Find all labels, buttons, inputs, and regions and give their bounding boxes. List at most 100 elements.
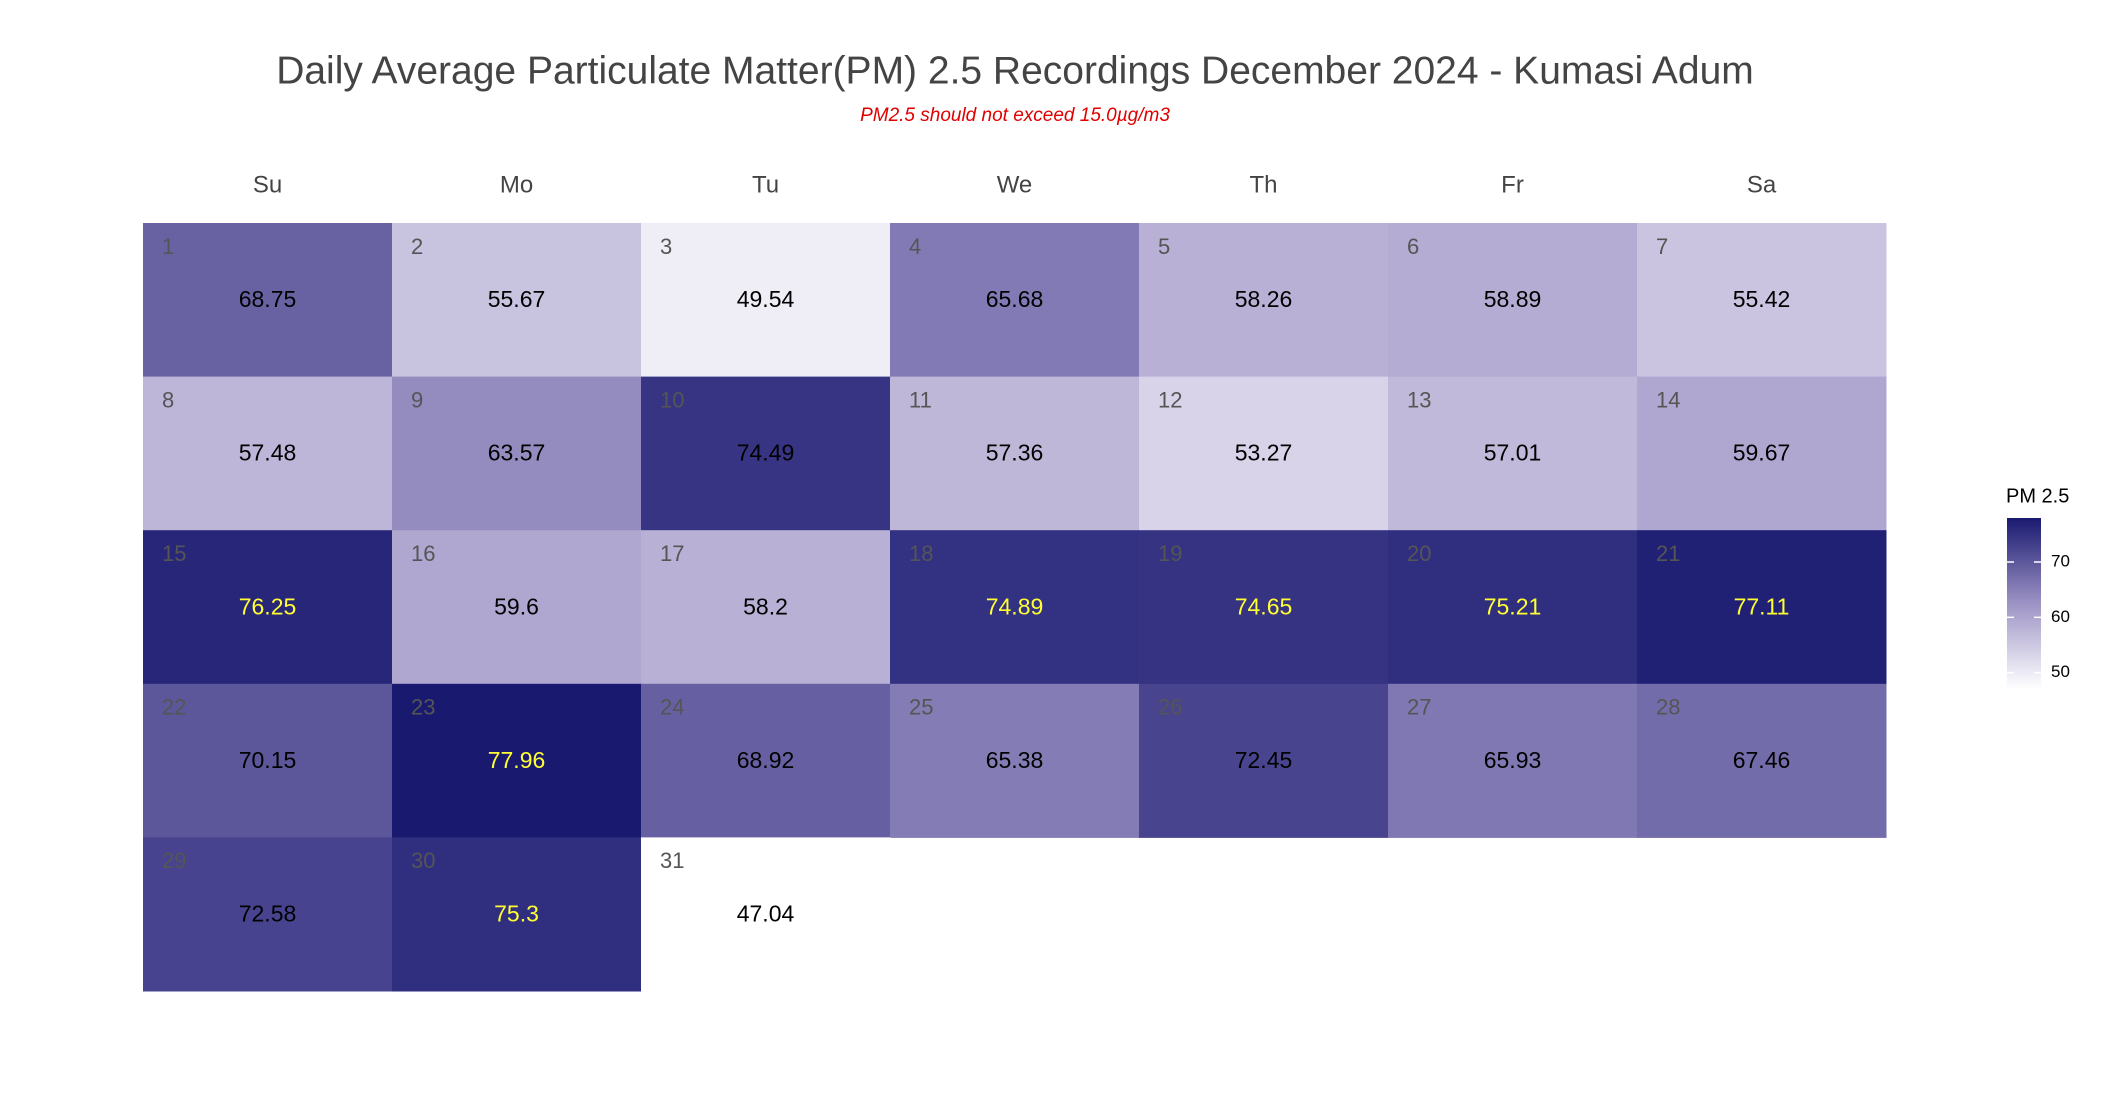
- value-label: 55.42: [1733, 286, 1791, 312]
- day-cell: [1388, 376, 1638, 531]
- day-cell: [641, 376, 891, 531]
- day-cell: [1388, 683, 1638, 838]
- day-cell: [1139, 376, 1389, 531]
- day-number: 17: [660, 541, 684, 566]
- day-cell: [1388, 530, 1638, 685]
- day-cell: [392, 376, 642, 531]
- day-number: 16: [411, 541, 435, 566]
- day-number: 3: [660, 234, 672, 259]
- value-label: 72.58: [239, 900, 297, 926]
- value-label: 49.54: [737, 286, 795, 312]
- value-label: 58.26: [1235, 286, 1293, 312]
- day-cell: [641, 837, 891, 992]
- day-cell: [143, 683, 393, 838]
- value-label: 63.57: [488, 440, 546, 466]
- day-number: 20: [1407, 541, 1431, 566]
- day-number: 1: [162, 234, 174, 259]
- weekday-label: Sa: [1747, 171, 1777, 198]
- value-label: 77.96: [488, 747, 546, 773]
- day-cell: [392, 837, 642, 992]
- colorbar-tick-label: 60: [2051, 607, 2070, 626]
- day-cell: [1139, 683, 1389, 838]
- value-label: 65.38: [986, 747, 1044, 773]
- value-label: 75.3: [494, 900, 539, 926]
- day-cell: [392, 530, 642, 685]
- value-label: 47.04: [737, 900, 795, 926]
- day-number: 26: [1158, 695, 1182, 720]
- weekday-label: Tu: [752, 171, 779, 198]
- value-label: 58.2: [743, 593, 788, 619]
- value-label: 74.65: [1235, 593, 1293, 619]
- value-label: 76.25: [239, 593, 297, 619]
- colorbar-tick-label: 70: [2051, 552, 2070, 571]
- weekday-label: Su: [253, 171, 282, 198]
- day-number: 23: [411, 695, 435, 720]
- value-label: 57.01: [1484, 440, 1542, 466]
- value-label: 59.67: [1733, 440, 1791, 466]
- chart-title: Daily Average Particulate Matter(PM) 2.5…: [276, 49, 1754, 92]
- day-number: 2: [411, 234, 423, 259]
- value-label: 74.89: [986, 593, 1044, 619]
- day-number: 21: [1656, 541, 1680, 566]
- day-cell: [1637, 683, 1887, 838]
- day-number: 25: [909, 695, 933, 720]
- day-number: 29: [162, 848, 186, 873]
- day-number: 4: [909, 234, 921, 259]
- day-number: 7: [1656, 234, 1668, 259]
- value-label: 75.21: [1484, 593, 1542, 619]
- value-label: 57.48: [239, 440, 297, 466]
- day-number: 28: [1656, 695, 1680, 720]
- day-number: 24: [660, 695, 684, 720]
- value-label: 68.75: [239, 286, 297, 312]
- day-cell: [143, 530, 393, 685]
- day-cell: [143, 837, 393, 992]
- day-cell: [392, 683, 642, 838]
- value-label: 58.89: [1484, 286, 1542, 312]
- value-label: 55.67: [488, 286, 546, 312]
- day-number: 22: [162, 695, 186, 720]
- legend-title: PM 2.5: [2006, 485, 2069, 507]
- weekday-label: Fr: [1501, 171, 1524, 198]
- day-number: 9: [411, 387, 423, 412]
- day-cell: [1139, 223, 1389, 378]
- day-cell: [1388, 223, 1638, 378]
- day-cell: [1637, 376, 1887, 531]
- value-label: 72.45: [1235, 747, 1293, 773]
- day-number: 13: [1407, 387, 1431, 412]
- value-label: 77.11: [1734, 593, 1790, 619]
- day-cell: [641, 683, 891, 838]
- day-number: 12: [1158, 387, 1182, 412]
- value-label: 68.92: [737, 747, 795, 773]
- day-cell: [890, 376, 1140, 531]
- value-label: 65.93: [1484, 747, 1542, 773]
- colorbar-tick-label: 50: [2051, 662, 2070, 681]
- day-cell: [641, 530, 891, 685]
- day-number: 31: [660, 848, 684, 873]
- day-cell: [1637, 223, 1887, 378]
- day-cell: [392, 223, 642, 378]
- day-cell: [890, 530, 1140, 685]
- colorbar: [2007, 518, 2041, 689]
- weekday-label: Th: [1249, 171, 1277, 198]
- weekday-label: We: [997, 171, 1033, 198]
- day-number: 19: [1158, 541, 1182, 566]
- value-label: 57.36: [986, 440, 1044, 466]
- day-number: 8: [162, 387, 174, 412]
- day-cell: [143, 223, 393, 378]
- value-label: 70.15: [239, 747, 297, 773]
- day-cell: [1637, 530, 1887, 685]
- value-label: 59.6: [494, 593, 539, 619]
- value-label: 74.49: [737, 440, 795, 466]
- day-number: 14: [1656, 387, 1680, 412]
- day-number: 11: [909, 387, 932, 412]
- value-label: 53.27: [1235, 440, 1293, 466]
- day-number: 5: [1158, 234, 1170, 259]
- chart-subtitle: PM2.5 should not exceed 15.0µg/m3: [860, 105, 1170, 126]
- value-label: 65.68: [986, 286, 1044, 312]
- day-number: 10: [660, 387, 684, 412]
- day-number: 18: [909, 541, 933, 566]
- day-cell: [143, 376, 393, 531]
- day-number: 30: [411, 848, 435, 873]
